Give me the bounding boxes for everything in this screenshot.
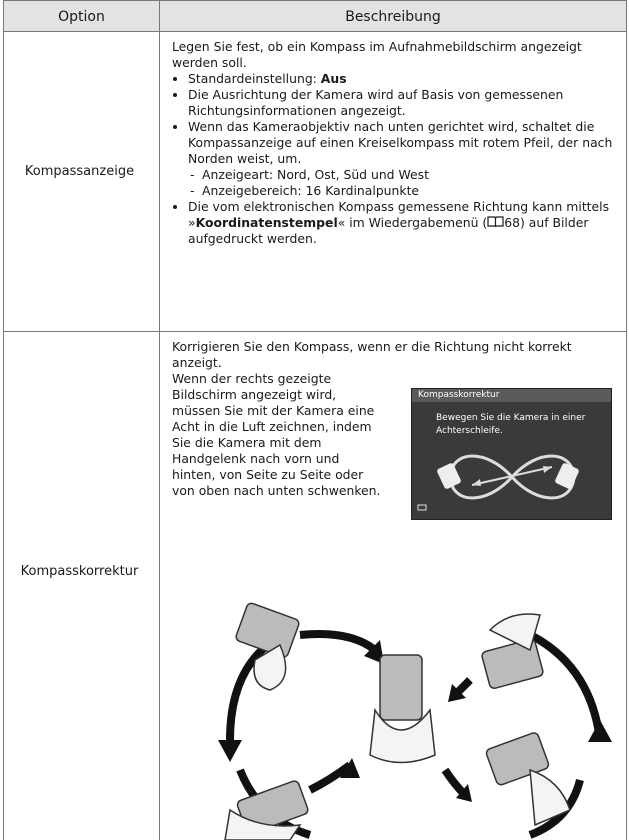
header-option: Option [3,0,160,32]
instruction: Wenn der rechts gezeigte Bildschirm ange… [172,371,381,498]
description: Legen Sie fest, ob ein Kompass im Aufnah… [172,39,620,247]
sub-list: Anzeigeart: Nord, Ost, Süd und West Anze… [188,167,620,199]
bullet: Die vom elektronischen Kompass gemessene… [188,199,620,247]
text: Standardeinstellung: [188,71,321,86]
screen-message: Bewegen Sie die Kamera in einer Achtersc… [436,413,586,436]
border [159,0,160,840]
option-label: Kompasskorrektur [20,564,139,579]
screen-graphic [417,454,579,511]
camera-screen: Kompasskorrektur Bewegen Sie die Kamera … [411,388,612,520]
book-icon [487,216,504,228]
bullet: Wenn das Kameraobjektiv nach unten geric… [188,119,620,199]
text: Die vom elektronischen Kompass gemessene… [188,199,610,230]
bullet-list: Standardeinstellung: Aus Die Ausrichtung… [172,71,620,247]
text: 68) auf Bilder aufgedruckt werden. [188,215,589,246]
screen-title: Kompasskorrektur [412,389,611,402]
sub-item: Anzeigeart: Nord, Ost, Süd und West [202,167,620,183]
border [3,0,4,840]
row-divider [3,331,627,332]
text: « im Wiedergabemenü ( [337,215,488,230]
sub-item: Anzeigebereich: 16 Kardinalpunkte [202,183,620,199]
bullet: Die Ausrichtung der Kamera wird auf Basi… [188,87,620,119]
bullet: Standardeinstellung: Aus [188,71,620,87]
text: Die Ausrichtung der Kamera wird auf Basi… [188,87,564,118]
border [626,0,627,840]
illustration [218,602,612,840]
header-description: Beschreibung [159,0,627,32]
intro: Legen Sie fest, ob ein Kompass im Aufnah… [172,39,582,70]
bold-text: Koordinatenstempel [195,215,338,230]
intro: Korrigieren Sie den Kompass, wenn er die… [172,339,572,370]
text: Wenn das Kameraobjektiv nach unten geric… [188,119,613,166]
option-label: Kompassanzeige [24,164,135,179]
bold-text: Aus [320,71,347,86]
